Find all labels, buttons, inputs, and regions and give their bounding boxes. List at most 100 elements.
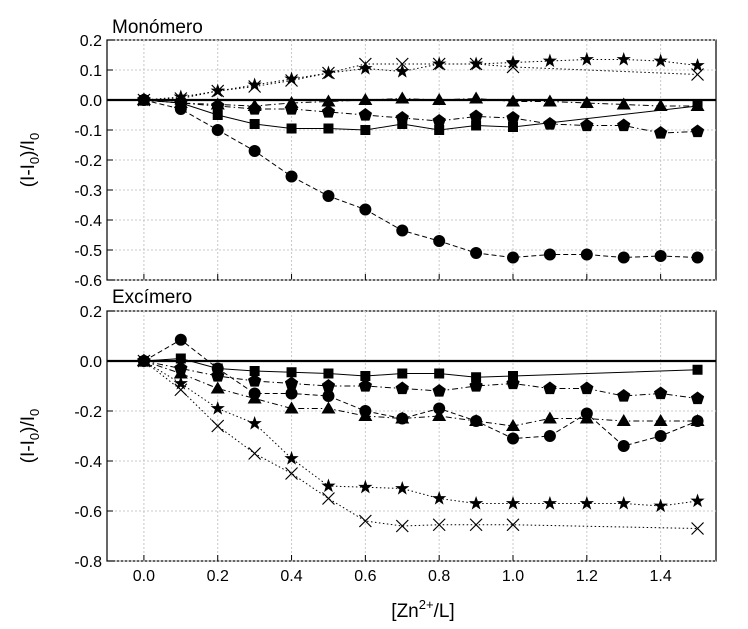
data-point-circle [654, 250, 667, 262]
data-point-triangle [542, 411, 557, 424]
data-point-circle [433, 402, 446, 415]
series-line-cross [143, 63, 698, 101]
data-point-circle [617, 440, 630, 452]
data-point-pentagon [653, 126, 668, 139]
data-point-pentagon [506, 111, 520, 124]
data-point-cross [137, 93, 151, 107]
data-point-triangle [690, 414, 705, 426]
data-point-circle [359, 203, 372, 216]
y-tick-label: -0.6 [74, 273, 102, 290]
data-point-square [397, 368, 408, 379]
grid-monomero [107, 39, 716, 281]
data-point-square [397, 119, 408, 129]
data-point-star [468, 496, 484, 510]
x-tick-label: 1.0 [502, 568, 524, 585]
y-tick-label: -0.5 [74, 243, 102, 260]
data-point-pentagon [358, 108, 373, 121]
data-point-pentagon [690, 391, 705, 405]
data-point-pentagon [432, 114, 446, 127]
data-point-square [323, 123, 334, 134]
data-point-star [395, 64, 410, 78]
data-point-circle [322, 390, 335, 402]
data-point-cross [395, 519, 409, 533]
data-point-circle [580, 248, 593, 261]
series-line-circle [143, 339, 698, 447]
data-point-cross [322, 492, 335, 505]
data-point-square [286, 123, 297, 134]
y-tick-label: 0.2 [80, 33, 102, 50]
data-point-square [212, 110, 223, 120]
data-point-pentagon [174, 96, 188, 109]
series-line-pentagon [143, 99, 698, 134]
series-line-star [143, 360, 698, 507]
data-point-triangle [321, 94, 336, 107]
data-point-square [360, 125, 371, 135]
data-point-circle [174, 333, 187, 346]
data-point-square [175, 353, 186, 364]
data-point-pentagon [211, 369, 225, 382]
series-excimero [136, 333, 705, 535]
data-point-triangle [432, 409, 447, 421]
data-point-pentagon [284, 376, 299, 390]
data-point-pentagon [690, 124, 705, 138]
data-point-cross [285, 467, 298, 480]
data-point-star [247, 416, 262, 430]
y-tick-label: -0.8 [74, 554, 102, 571]
series-line-square [143, 99, 698, 131]
data-point-pentagon [284, 102, 299, 115]
data-point-pentagon [617, 389, 631, 402]
data-point-star [542, 53, 558, 68]
data-point-circle [470, 247, 483, 259]
data-point-pentagon [395, 111, 409, 124]
data-point-cross [432, 57, 446, 71]
x-tick-label: 0.0 [133, 568, 155, 585]
data-point-pentagon [247, 374, 262, 387]
data-point-square [323, 368, 334, 379]
data-point-triangle [616, 97, 631, 110]
data-point-triangle [432, 93, 447, 105]
data-point-pentagon [321, 105, 336, 118]
plot-frame-excimero [106, 310, 717, 562]
x-tick-label: 1.2 [576, 568, 598, 585]
data-point-pentagon [506, 376, 520, 390]
series-line-triangle [143, 97, 698, 107]
data-point-circle [543, 430, 556, 442]
data-point-square [286, 367, 297, 378]
data-point-star [579, 52, 594, 66]
series-line-pentagon [143, 360, 698, 399]
data-point-square [692, 364, 703, 375]
y-tick-label: -0.1 [74, 123, 102, 140]
data-point-triangle [653, 99, 668, 111]
data-point-triangle [395, 91, 410, 104]
data-point-pentagon [543, 381, 557, 395]
y-tick-label: -0.6 [74, 504, 102, 521]
data-point-star [653, 53, 668, 68]
data-point-pentagon [174, 361, 188, 375]
data-point-pentagon [653, 386, 668, 400]
data-point-cross [322, 66, 335, 80]
data-point-pentagon [211, 99, 225, 112]
x-tick-label: 0.4 [280, 568, 302, 585]
data-point-triangle [358, 93, 373, 105]
x-tick-label: 0.6 [354, 568, 376, 585]
y-tick-label: -0.2 [74, 153, 102, 170]
data-point-triangle [284, 401, 299, 414]
data-point-square [249, 119, 260, 129]
data-point-pentagon [321, 379, 336, 392]
data-point-pentagon [247, 102, 262, 115]
data-point-star [173, 89, 188, 104]
data-point-square [360, 371, 371, 381]
x-axis-label: [Zn2+/L] [391, 597, 454, 622]
data-point-star [616, 496, 631, 510]
data-point-star [432, 491, 447, 505]
data-point-cross [248, 80, 262, 93]
data-point-star [247, 77, 262, 92]
data-point-pentagon [358, 379, 373, 392]
series-line-triangle [143, 360, 698, 427]
data-point-triangle [653, 414, 668, 426]
series-line-star [143, 59, 698, 101]
data-point-cross [137, 354, 151, 368]
data-point-cross [432, 518, 446, 532]
data-point-star [284, 451, 299, 465]
y-tick-label: -0.3 [74, 183, 102, 200]
